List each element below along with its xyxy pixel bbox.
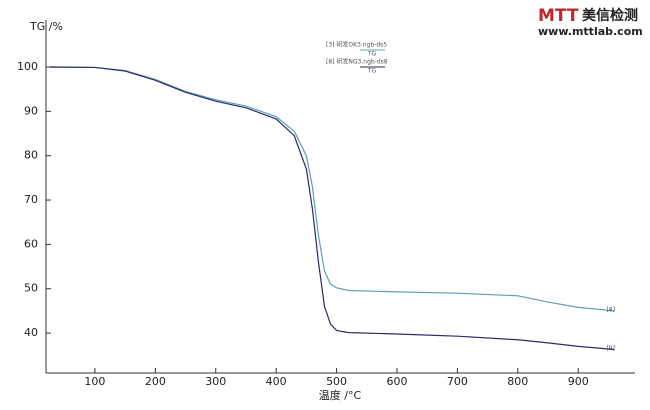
y-tick-label: 40 — [24, 326, 38, 339]
watermark-name: 美信检测 — [582, 7, 638, 24]
watermark-logo: MTT — [538, 6, 579, 26]
x-tick-label: 600 — [386, 375, 407, 388]
x-tick-label: 800 — [507, 375, 528, 388]
legend-label: [3] 研发OK3.ngb-ds5 — [326, 41, 387, 49]
x-tick-label: 700 — [447, 375, 468, 388]
data-line — [49, 66, 615, 312]
y-tick-label: 70 — [24, 193, 38, 206]
legend-signal: TG — [367, 51, 377, 58]
legend-signal: TG — [367, 68, 377, 75]
y-tick-label: 80 — [24, 149, 38, 162]
data-line — [49, 66, 615, 351]
y-tick-label: 90 — [24, 104, 38, 117]
y-tick-label: 50 — [24, 282, 38, 295]
end-label: [8] — [606, 306, 615, 313]
x-tick-label: 900 — [568, 375, 589, 388]
x-tick-label: 200 — [145, 375, 166, 388]
x-tick-label: 300 — [205, 375, 226, 388]
x-tick-label: 100 — [84, 375, 105, 388]
x-tick-label: 400 — [266, 375, 287, 388]
end-label: [9] — [606, 345, 615, 352]
watermark-url: www.mttlab.com — [538, 25, 643, 38]
x-tick-label: 500 — [326, 375, 347, 388]
y-tick-label: 60 — [24, 237, 38, 250]
y-tick-label: 100 — [17, 60, 38, 73]
x-axis-label: 温度 /°C — [319, 388, 362, 402]
legend-label: [8] 研发NG3.ngb-ds8 — [326, 58, 388, 66]
